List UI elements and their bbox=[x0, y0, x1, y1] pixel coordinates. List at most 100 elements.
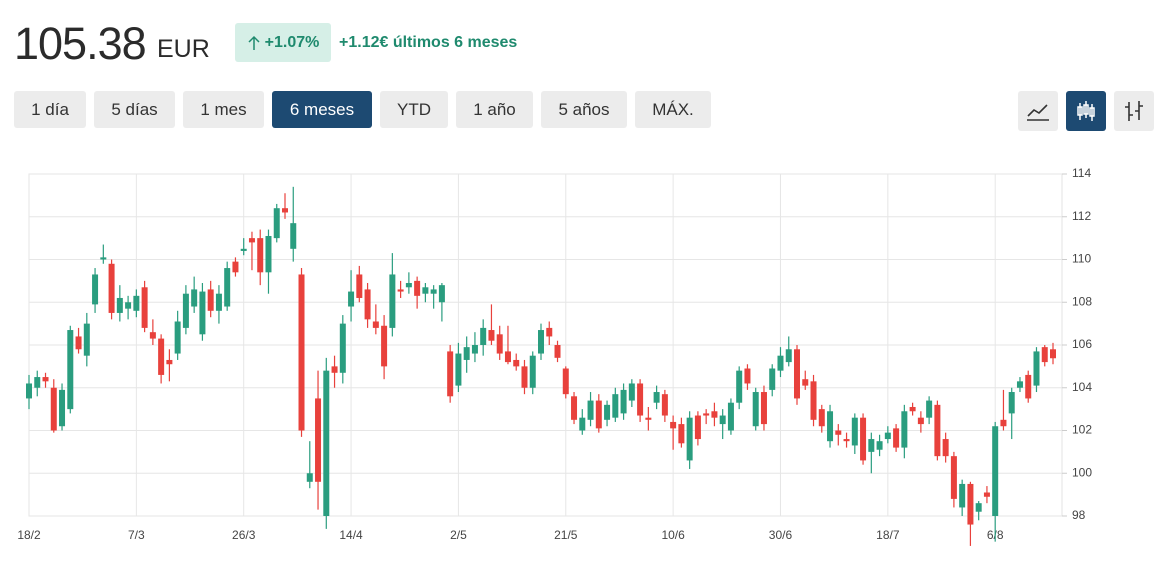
candle-body bbox=[34, 377, 41, 388]
range-button[interactable]: MÁX. bbox=[635, 91, 711, 128]
candle-body bbox=[83, 323, 90, 356]
candle-body bbox=[818, 409, 825, 427]
candle-body bbox=[802, 379, 809, 386]
candle-body bbox=[471, 345, 478, 354]
candle-body bbox=[414, 280, 421, 296]
candle-body bbox=[554, 345, 561, 358]
range-button[interactable]: 5 días bbox=[94, 91, 175, 128]
candle-body bbox=[678, 424, 685, 444]
x-tick-label: 14/4 bbox=[339, 528, 363, 542]
candle-body bbox=[224, 268, 231, 307]
candle-body bbox=[595, 400, 602, 429]
candle-body bbox=[381, 325, 388, 367]
y-tick-label: 114 bbox=[1072, 166, 1091, 180]
x-tick-label: 26/3 bbox=[232, 528, 256, 542]
candle-body bbox=[430, 289, 437, 294]
candle-body bbox=[752, 392, 759, 427]
candle-body bbox=[372, 321, 379, 328]
candlestick-button[interactable] bbox=[1066, 91, 1106, 131]
candle-body bbox=[653, 392, 660, 403]
candle-body bbox=[199, 291, 206, 335]
candle-body bbox=[917, 417, 924, 425]
candle-body bbox=[1033, 351, 1040, 386]
ohlc-button[interactable] bbox=[1114, 91, 1154, 131]
candle-body bbox=[942, 439, 949, 457]
candle-body bbox=[604, 404, 611, 420]
currency: EUR bbox=[157, 35, 210, 63]
range-button[interactable]: 1 año bbox=[456, 91, 533, 128]
candle-body bbox=[703, 413, 710, 416]
candle-body bbox=[967, 483, 974, 525]
candle-body bbox=[950, 456, 957, 499]
y-tick-label: 112 bbox=[1072, 209, 1091, 223]
candle-body bbox=[315, 398, 322, 482]
candle-body bbox=[141, 287, 148, 328]
x-tick-label: 21/5 bbox=[554, 528, 578, 542]
candle-body bbox=[488, 330, 495, 341]
candle-body bbox=[75, 336, 82, 350]
candle-body bbox=[860, 417, 867, 461]
y-tick-label: 104 bbox=[1072, 380, 1092, 394]
candle-body bbox=[744, 368, 751, 384]
candle-body bbox=[348, 291, 355, 307]
candle-body bbox=[67, 330, 74, 410]
candle-body bbox=[480, 327, 487, 345]
candle-body bbox=[306, 473, 313, 482]
candle-body bbox=[587, 400, 594, 420]
candle-body bbox=[711, 411, 718, 418]
candle-body bbox=[686, 417, 693, 461]
range-button[interactable]: 1 día bbox=[14, 91, 86, 128]
range-button[interactable]: 1 mes bbox=[183, 91, 264, 128]
y-tick-label: 102 bbox=[1072, 423, 1092, 437]
candle-body bbox=[92, 274, 99, 305]
candle-body bbox=[992, 426, 999, 516]
candle-body bbox=[273, 208, 280, 239]
candle-body bbox=[50, 387, 57, 431]
x-tick-label: 10/6 bbox=[661, 528, 685, 542]
candle-body bbox=[959, 483, 966, 508]
candle-body bbox=[571, 396, 578, 420]
candle-body bbox=[579, 417, 586, 431]
candle-body bbox=[174, 321, 181, 354]
candle-body bbox=[133, 295, 140, 311]
candle-body bbox=[983, 492, 990, 497]
candle-body bbox=[356, 274, 363, 298]
y-tick-label: 100 bbox=[1072, 465, 1092, 479]
change-pct: +1.07% bbox=[264, 33, 320, 51]
candle-body bbox=[207, 289, 214, 311]
candle-body bbox=[166, 359, 173, 365]
candle-body bbox=[1016, 381, 1023, 388]
candle-body bbox=[893, 428, 900, 448]
candle-body bbox=[637, 383, 644, 416]
candle-body bbox=[149, 332, 156, 339]
candle-body bbox=[926, 400, 933, 418]
candle-body bbox=[868, 439, 875, 452]
y-tick-label: 98 bbox=[1072, 508, 1086, 522]
x-tick-label: 18/7 bbox=[876, 528, 900, 542]
candle-body bbox=[248, 238, 255, 243]
up-arrow-icon bbox=[248, 35, 260, 50]
range-button[interactable]: YTD bbox=[380, 91, 448, 128]
candle-body bbox=[108, 263, 115, 313]
candle-body bbox=[538, 330, 544, 354]
range-button[interactable]: 5 años bbox=[541, 91, 627, 128]
candle-body bbox=[323, 370, 330, 516]
candle-body bbox=[612, 394, 619, 418]
candle-body bbox=[339, 323, 346, 373]
candle-body bbox=[620, 389, 627, 414]
candle-body bbox=[26, 383, 32, 399]
candle-body bbox=[794, 349, 800, 399]
candle-body bbox=[727, 402, 734, 431]
candle-body bbox=[1025, 374, 1032, 399]
candle-body bbox=[158, 338, 165, 375]
candle-body bbox=[463, 347, 470, 360]
line-chart-button[interactable] bbox=[1018, 91, 1058, 131]
y-tick-label: 108 bbox=[1072, 294, 1092, 308]
candle-body bbox=[232, 261, 239, 273]
x-tick-label: 18/2 bbox=[17, 528, 41, 542]
range-button[interactable]: 6 meses bbox=[272, 91, 372, 128]
candle-body bbox=[851, 417, 858, 446]
y-tick-label: 106 bbox=[1072, 337, 1092, 351]
